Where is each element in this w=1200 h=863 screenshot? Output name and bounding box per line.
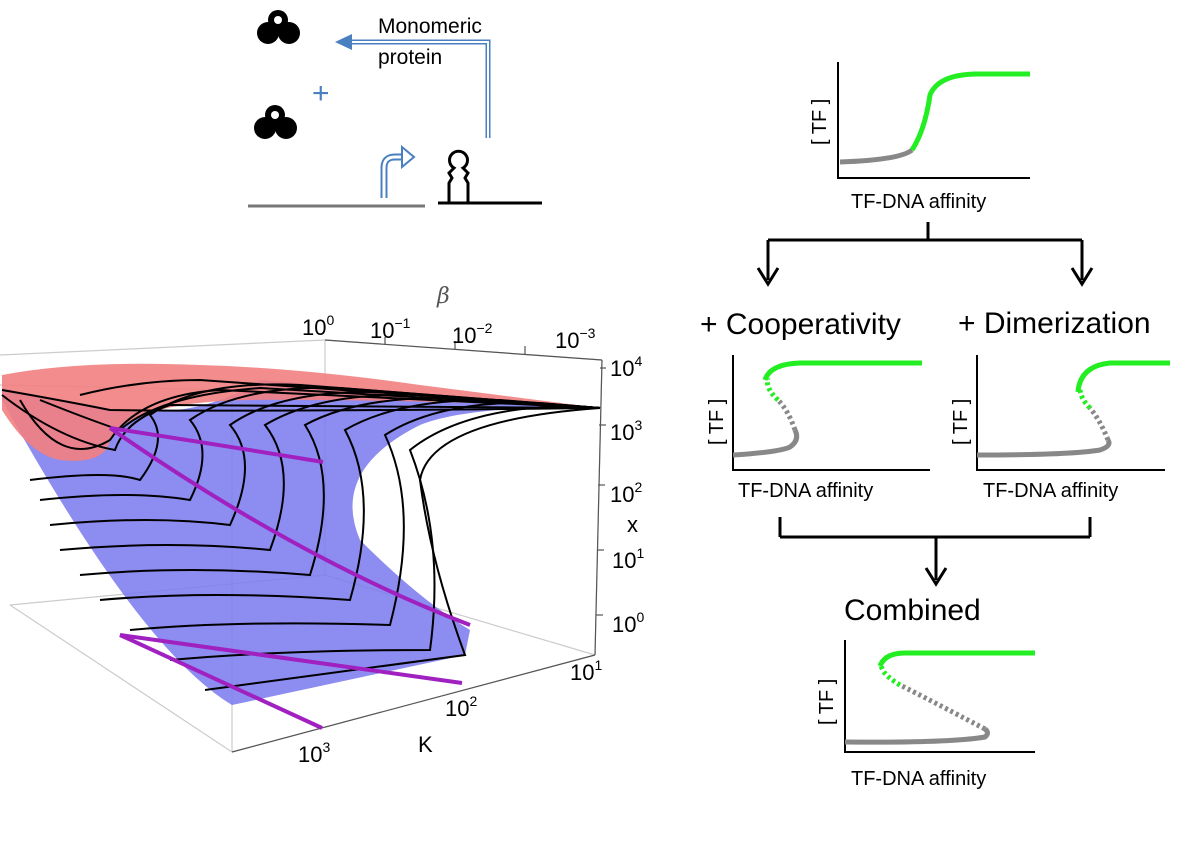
dimerization-mini-plot: [ TF ] TF-DNA affinity <box>950 355 1170 502</box>
beta_axis-tick-label: 10−1 <box>370 315 411 343</box>
x_axis-tick-label: 102 <box>610 479 642 507</box>
cooperativity-heading: + Cooperativity <box>700 308 901 341</box>
plus-sign: + <box>312 77 330 110</box>
gene-schematic: + Monomeric protein <box>248 10 542 208</box>
promoter-arrow-icon <box>380 144 416 198</box>
protein-label: protein <box>378 46 442 69</box>
k_axis-tick-label: 101 <box>570 657 602 685</box>
x-axis-ticks: 104 103 102 101 100 <box>610 353 644 637</box>
k-axis-ticks: 101 102 103 <box>298 657 602 767</box>
surface-high-branch <box>2 363 600 461</box>
fold-curves <box>108 426 471 730</box>
axis-ticks <box>231 337 606 753</box>
dimerization-ylabel: [ TF ] <box>950 399 972 445</box>
combined-ylabel: [ TF ] <box>816 679 838 725</box>
gene-hairpin-icon <box>438 149 542 205</box>
x_axis-tick-label: 100 <box>612 609 644 637</box>
protein-monomer-icon <box>254 105 297 139</box>
top-xlabel: TF-DNA affinity <box>851 191 986 213</box>
top-mini-plot: [ TF ] TF-DNA affinity <box>809 62 1030 213</box>
x_axis-tick-label: 103 <box>610 417 642 445</box>
protein-monomer-icon <box>257 10 300 44</box>
x-axis-name: x <box>627 512 638 537</box>
combined-xlabel: TF-DNA affinity <box>851 768 986 790</box>
top-ylabel: [ TF ] <box>809 99 831 145</box>
dimerization-heading: + Dimerization <box>958 307 1151 340</box>
merge-arrow <box>778 517 1092 587</box>
surface-plot: β 100 10−1 10−2 10−3 x 104 103 102 101 100 K 10… <box>0 284 644 767</box>
beta_axis-tick-label: 10−3 <box>555 325 596 353</box>
x_axis-tick-label: 104 <box>610 353 642 381</box>
monomeric-label: Monomeric <box>378 15 482 38</box>
beta-axis-name: β <box>436 284 450 309</box>
k-axis-name: K <box>418 732 433 757</box>
combined-mini-plot: [ TF ] TF-DNA affinity <box>816 640 1035 790</box>
split-arrow <box>756 222 1094 287</box>
contour-lines <box>1 378 601 691</box>
beta_axis-tick-label: 100 <box>302 312 334 340</box>
x_axis-tick-label: 101 <box>612 545 644 573</box>
cooperativity-xlabel: TF-DNA affinity <box>738 480 873 502</box>
combined-heading: Combined <box>844 594 981 627</box>
cooperativity-mini-plot: [ TF ] TF-DNA affinity <box>706 355 930 502</box>
k_axis-tick-label: 102 <box>445 693 477 721</box>
flowchart: [ TF ] TF-DNA affinity + Cooperativity +… <box>700 62 1170 790</box>
beta_axis-tick-label: 10−2 <box>452 320 493 348</box>
k_axis-tick-label: 103 <box>298 739 330 767</box>
cooperativity-ylabel: [ TF ] <box>706 399 728 445</box>
dimerization-xlabel: TF-DNA affinity <box>983 480 1118 502</box>
production-arrow <box>335 34 491 138</box>
beta-axis-ticks: 100 10−1 10−2 10−3 <box>302 312 596 353</box>
